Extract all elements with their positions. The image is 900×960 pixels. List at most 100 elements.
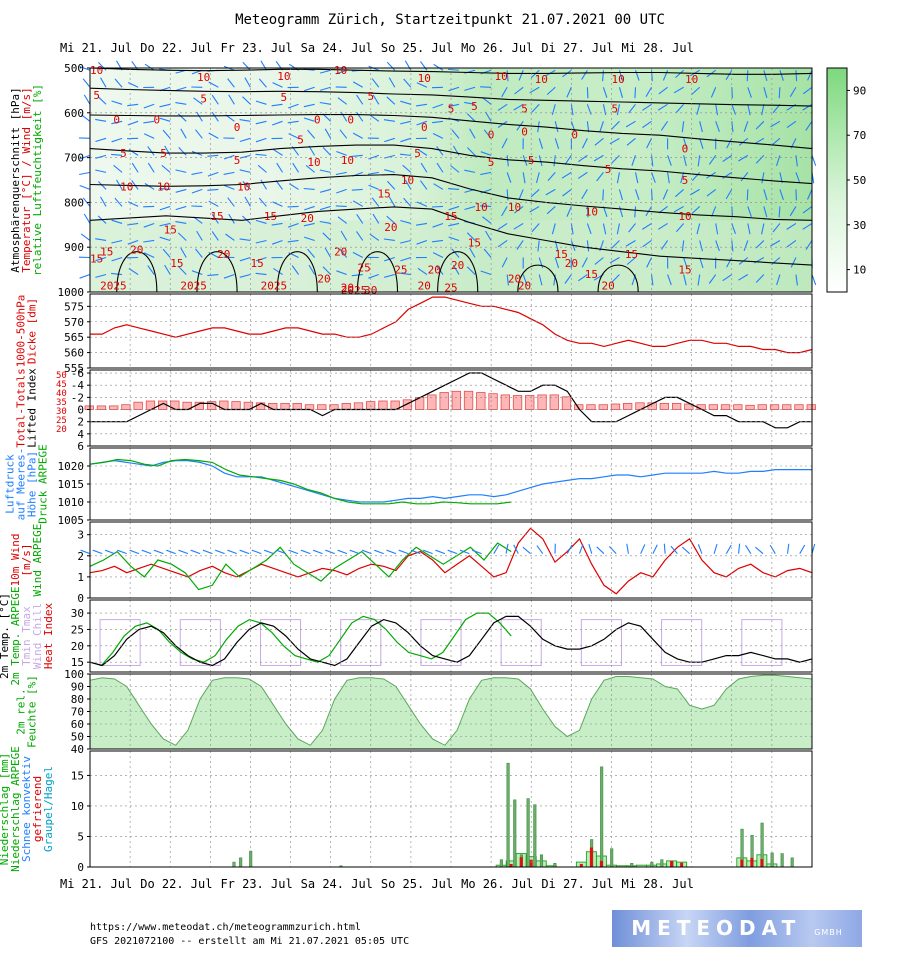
wind-barb <box>761 104 765 116</box>
wind-10m-arrow <box>652 544 658 554</box>
y-tick-label: 1 <box>77 571 84 584</box>
wind-barb <box>114 197 123 207</box>
precip-convective-bar <box>519 857 523 867</box>
wind-barb <box>162 248 171 258</box>
wind-barb <box>763 189 768 201</box>
total-totals-bar <box>280 402 290 410</box>
day-label-top: Mi 21. Jul <box>60 41 132 55</box>
colorbar-tick-label: 90 <box>853 84 866 97</box>
wind-barb <box>273 267 283 275</box>
total-totals-bar <box>292 402 302 410</box>
y-axis-title: Niederschlag ARPEGE <box>9 746 22 872</box>
wind-barb <box>501 86 508 98</box>
footer-url[interactable]: https://www.meteodat.ch/meteogrammzurich… <box>90 922 361 933</box>
precip-arpege-bar <box>499 859 503 868</box>
wind-10m-arrow <box>410 549 421 555</box>
wind-barb <box>131 162 139 173</box>
wind-barb <box>82 197 91 207</box>
wind-barb <box>634 206 637 218</box>
isotherm-label: 15 <box>678 264 691 277</box>
wind-barb <box>191 171 203 175</box>
total-totals-bar <box>341 402 351 410</box>
humidity-lower-band <box>90 220 812 292</box>
wind-barb <box>551 104 556 116</box>
wind-10m-arrow <box>459 549 470 555</box>
isotherm-label: 10 <box>585 205 598 218</box>
wind-10m-arrow <box>608 546 617 555</box>
wind-barb <box>322 232 332 241</box>
wind-barb <box>372 94 380 105</box>
wind-barb <box>255 137 267 143</box>
wind-barb <box>480 270 492 276</box>
wind-barb <box>98 181 107 190</box>
wind-barb <box>258 78 267 88</box>
isotherm-label: 10 <box>495 70 508 83</box>
wind-barb <box>223 171 235 175</box>
wind-barb <box>485 111 492 122</box>
wind-barb <box>260 60 267 71</box>
wind-barb <box>581 138 588 149</box>
wind-barb <box>383 119 395 122</box>
wind-barb <box>191 270 203 276</box>
wind-barb <box>553 155 556 167</box>
wind-barb <box>275 180 283 190</box>
wind-barb <box>451 129 460 139</box>
wind-barb <box>662 70 669 81</box>
isotherm-label: 15 <box>555 248 568 261</box>
total-totals-bar <box>757 404 767 411</box>
isotherm-label: 5 <box>605 163 612 176</box>
wind-barb <box>319 220 331 224</box>
total-totals-bar <box>439 392 449 410</box>
wind-barb <box>260 179 267 190</box>
wind-barb <box>239 238 251 242</box>
total-totals-tick-label: 50 <box>56 371 67 381</box>
isotherm-label: 20 <box>601 279 614 292</box>
wind-barb <box>802 86 813 95</box>
wind-barb <box>324 128 332 139</box>
wind-barb <box>811 274 817 286</box>
wind-barb <box>292 162 300 173</box>
isotherm-label: 20 <box>428 264 441 277</box>
y-tick-label: -4 <box>71 379 85 392</box>
wind-barb <box>529 86 540 94</box>
precip-convective-bar <box>579 863 583 867</box>
isotherm-label: 5 <box>611 102 618 115</box>
wind-barb <box>611 154 620 164</box>
wind-barb <box>570 104 574 116</box>
wind-barb <box>596 172 604 182</box>
wind-barb <box>255 272 267 276</box>
wind-barb <box>211 231 219 241</box>
wind-barb <box>432 239 444 243</box>
humidity-area <box>89 674 813 750</box>
wind-10m-arrow <box>337 549 348 555</box>
wind-barb <box>242 181 251 190</box>
wind-barb <box>529 205 540 213</box>
isotherm-label: 5 <box>414 147 421 160</box>
wind-barb <box>303 187 315 190</box>
wind-barb <box>255 120 267 125</box>
wind-barb <box>448 188 460 190</box>
wind-barb <box>675 223 685 233</box>
chart-title: Meteogramm Zürich, Startzeitpunkt 21.07.… <box>235 12 665 28</box>
wind-barb <box>356 111 364 122</box>
y-axis-title: Temperatur [°C] / Wind [m/s] <box>20 87 33 272</box>
wind-10m-arrow <box>566 544 573 554</box>
isotherm-label: 15 <box>264 210 277 223</box>
wind-10m-arrow <box>312 549 323 555</box>
boundary-layer-curve <box>437 251 479 293</box>
wind-barb <box>522 172 526 184</box>
wind-barb <box>761 223 765 235</box>
wind-10m-arrow <box>178 549 189 555</box>
wind-barb <box>308 145 316 156</box>
y-axis-title: Höhe [hPa] <box>26 451 39 517</box>
wind-barb <box>646 257 653 268</box>
wind-barb <box>147 265 155 275</box>
wind-10m-arrow <box>153 549 164 555</box>
wind-barb <box>451 248 460 258</box>
tmin-tmax-box <box>500 619 542 666</box>
wind-barb <box>778 206 781 218</box>
y-tick-label: 40 <box>71 743 84 756</box>
wind-barb <box>303 117 315 122</box>
wind-10m-arrow <box>251 549 262 555</box>
y-tick-label: -6 <box>71 367 84 380</box>
